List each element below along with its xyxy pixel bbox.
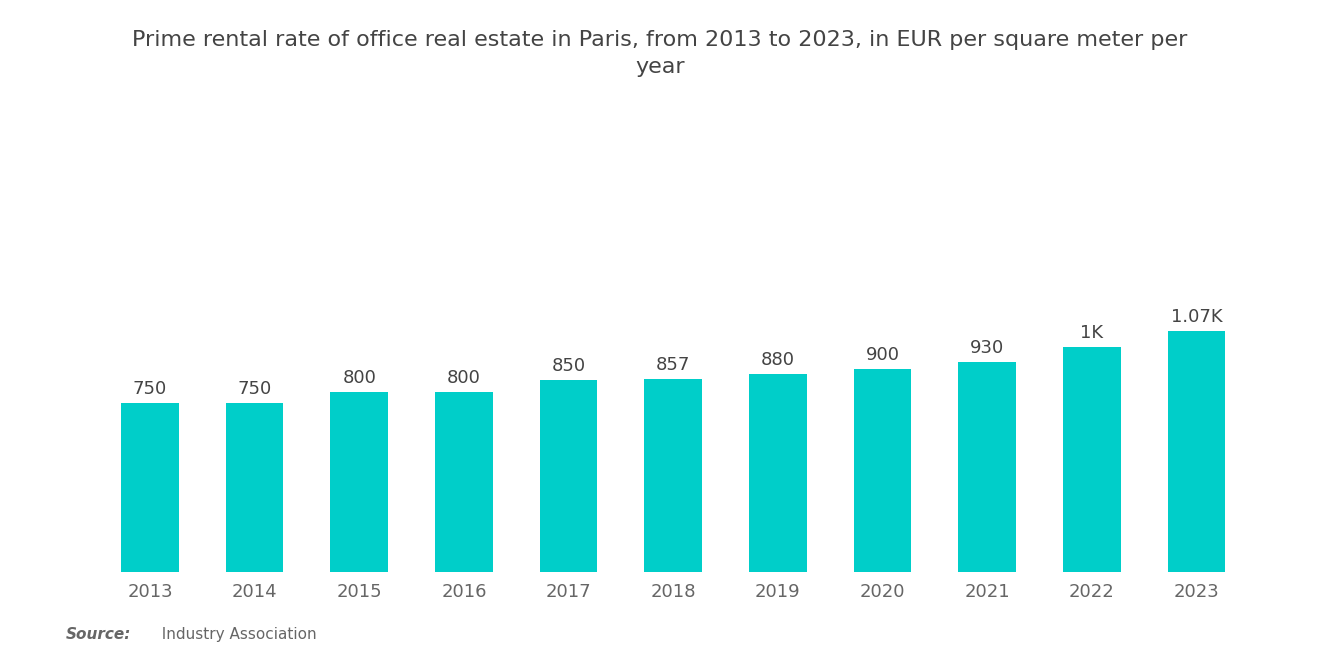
Bar <box>644 379 702 572</box>
Text: 850: 850 <box>552 357 586 375</box>
Text: Prime rental rate of office real estate in Paris, from 2013 to 2023, in EUR per : Prime rental rate of office real estate … <box>132 30 1188 50</box>
Bar <box>540 380 598 572</box>
Text: 900: 900 <box>866 346 899 364</box>
Bar <box>958 362 1016 572</box>
Text: Industry Association: Industry Association <box>152 626 317 642</box>
Text: 930: 930 <box>970 339 1005 357</box>
Text: Source:: Source: <box>66 626 132 642</box>
Text: 1K: 1K <box>1080 324 1104 342</box>
Bar <box>1063 346 1121 572</box>
Text: 1.07K: 1.07K <box>1171 308 1222 326</box>
Bar <box>330 392 388 572</box>
Text: 750: 750 <box>238 380 272 398</box>
Text: year: year <box>635 57 685 76</box>
Bar <box>226 403 284 572</box>
Text: 800: 800 <box>447 368 480 386</box>
Bar <box>436 392 492 572</box>
Text: 750: 750 <box>133 380 168 398</box>
Bar <box>121 403 178 572</box>
Text: 857: 857 <box>656 356 690 374</box>
Bar <box>854 369 911 572</box>
Text: 800: 800 <box>342 368 376 386</box>
Bar <box>1168 331 1225 572</box>
Text: 880: 880 <box>760 350 795 368</box>
Bar <box>748 374 807 572</box>
